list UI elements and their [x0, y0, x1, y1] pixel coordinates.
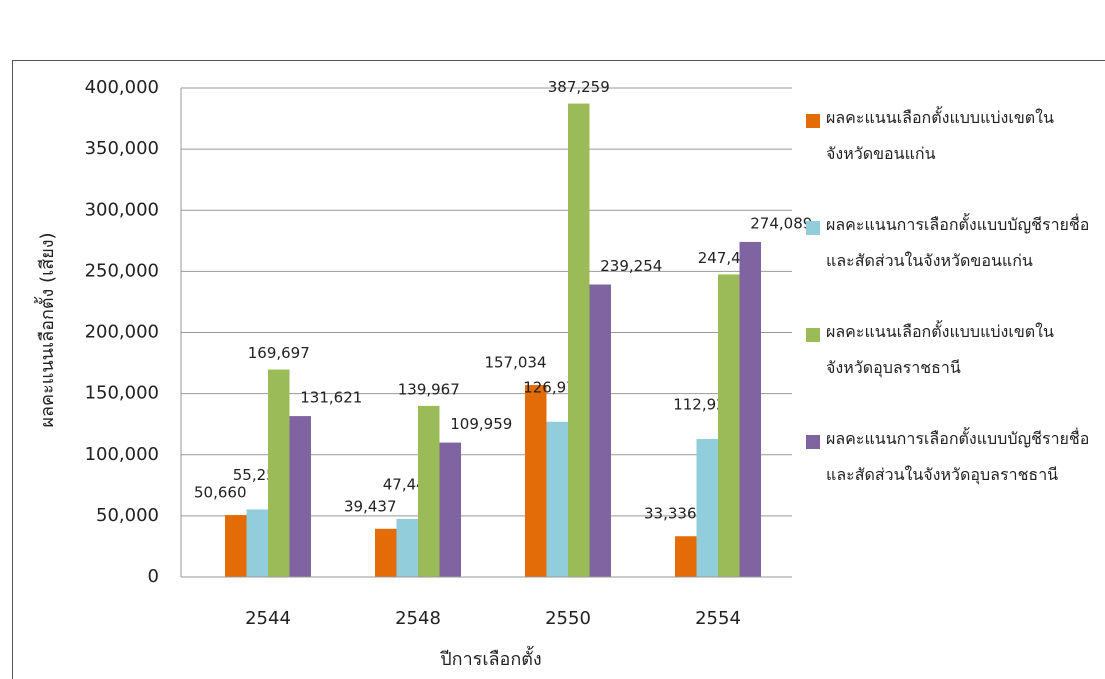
- y-tick-label: 250,000: [85, 260, 159, 281]
- legend-item: ผลคะแนนเลือกตั้งแบบแบ่งเขตในจังหวัดอุบลร…: [806, 322, 1098, 429]
- bar: [418, 405, 440, 577]
- y-tick-label: 400,000: [85, 77, 159, 98]
- y-tick-label: 150,000: [85, 383, 159, 404]
- bar: [718, 274, 740, 577]
- value-label: 139,967: [398, 380, 460, 398]
- y-tick-label: 350,000: [85, 138, 159, 159]
- bar: [675, 536, 697, 577]
- bar: [268, 369, 290, 577]
- y-tick-label: 300,000: [85, 199, 159, 220]
- value-label: 387,259: [548, 78, 610, 96]
- value-label: 50,660: [194, 484, 247, 502]
- y-tick-label: 100,000: [85, 444, 159, 465]
- legend-swatch: [806, 221, 820, 235]
- x-tick-label: 2554: [695, 608, 741, 629]
- legend-item: ผลคะแนนการเลือกตั้งแบบบัญชีรายชื่อและสัด…: [806, 429, 1098, 536]
- value-label: 239,254: [600, 257, 662, 275]
- legend-item: ผลคะแนนการเลือกตั้งแบบบัญชีรายชื่อและสัด…: [806, 215, 1098, 322]
- value-label: 274,089: [750, 214, 812, 232]
- legend-swatch: [806, 435, 820, 449]
- legend-swatch: [806, 328, 820, 342]
- y-tick-label: 0: [148, 566, 159, 587]
- bar: [225, 515, 247, 577]
- legend: ผลคะแนนเลือกตั้งแบบแบ่งเขตในจังหวัดขอนแก…: [806, 108, 1098, 536]
- x-tick-label: 2550: [545, 608, 591, 629]
- bar: [396, 519, 418, 577]
- y-tick-label: 200,000: [85, 322, 159, 343]
- legend-item: ผลคะแนนเลือกตั้งแบบแบ่งเขตในจังหวัดขอนแก…: [806, 108, 1098, 215]
- y-tick-label: 50,000: [96, 505, 159, 526]
- x-tick-label: 2548: [395, 608, 441, 629]
- value-label: 39,437: [344, 497, 397, 515]
- value-label: 169,697: [248, 344, 310, 362]
- bar: [589, 284, 611, 577]
- bar: [568, 103, 590, 578]
- bar: [546, 421, 568, 577]
- bar: [439, 442, 461, 577]
- value-label: 131,621: [300, 389, 362, 407]
- legend-text: ผลคะแนนเลือกตั้งแบบแบ่งเขตในจังหวัดขอนแก…: [826, 108, 1054, 163]
- x-tick-label: 2544: [245, 608, 291, 629]
- bar: [289, 416, 311, 577]
- bar: [525, 385, 547, 577]
- x-axis-label: ปีการเลือกตั้ง: [440, 646, 542, 670]
- bar: [375, 528, 397, 577]
- y-axis-label: ผลคะแนนเลือกตั้ง (เสียง): [34, 232, 58, 427]
- bar: [246, 509, 268, 577]
- legend-swatch: [806, 114, 820, 128]
- bar: [696, 438, 718, 577]
- chart-frame: [12, 60, 1105, 679]
- legend-text: ผลคะแนนการเลือกตั้งแบบบัญชีรายชื่อและสัด…: [826, 215, 1090, 270]
- value-label: 157,034: [484, 354, 546, 372]
- value-label: 33,336: [644, 505, 697, 523]
- value-label: 109,959: [450, 415, 512, 433]
- legend-text: ผลคะแนนการเลือกตั้งแบบบัญชีรายชื่อและสัด…: [826, 429, 1090, 484]
- legend-text: ผลคะแนนเลือกตั้งแบบแบ่งเขตในจังหวัดอุบลร…: [826, 322, 1054, 377]
- bar: [739, 241, 761, 577]
